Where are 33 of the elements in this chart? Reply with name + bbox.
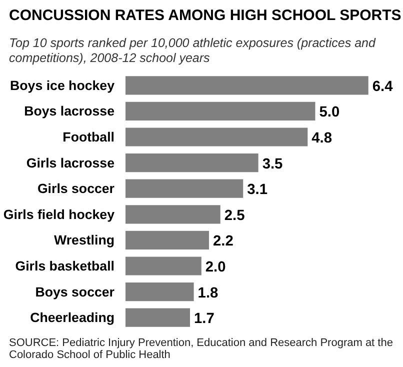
y-tick-label: Girls field hockey — [3, 207, 116, 222]
data-label: 2.2 — [212, 234, 234, 250]
y-tick-label: Girls soccer — [37, 181, 115, 196]
bar — [126, 282, 194, 302]
bar — [126, 205, 220, 224]
data-label: 4.8 — [312, 130, 332, 147]
data-label: 2.5 — [224, 208, 245, 224]
bar — [126, 308, 190, 328]
y-tick-label: Cheerleading — [30, 310, 115, 326]
data-label: 1.8 — [198, 285, 218, 302]
bar — [126, 76, 368, 95]
bar — [126, 128, 308, 146]
data-label: 5.0 — [319, 104, 340, 121]
y-tick-label: Wrestling — [54, 232, 115, 248]
data-label: 6.4 — [372, 79, 394, 96]
source-note: SOURCE: Pediatric Injury Prevention, Education and Research Program at the Colorado School of Public Health — [9, 337, 394, 362]
y-tick-label: Girls basketball — [15, 258, 114, 274]
bar — [126, 256, 202, 276]
y-tick-label: Boys ice hockey — [10, 78, 116, 94]
data-label: 2.0 — [205, 260, 226, 276]
y-tick-label: Boys lacrosse — [24, 104, 115, 119]
chart-title: CONCUSSION RATES AMONG HIGH SCHOOL SPORTS — [9, 6, 402, 26]
data-label: 1.7 — [194, 311, 214, 328]
y-tick-label: Girls lacrosse — [26, 155, 115, 170]
data-label: 3.5 — [262, 156, 283, 172]
bar — [126, 231, 209, 250]
data-label: 3.1 — [247, 182, 268, 198]
bar — [126, 102, 316, 121]
chart-subtitle: Top 10 sports ranked per 10,000 athletic exposures (practices and competitions), 2008-12 school years — [9, 36, 377, 66]
y-tick-label: Football — [62, 130, 115, 145]
bar — [126, 154, 258, 172]
y-tick-label: Boys soccer — [35, 284, 115, 300]
bar — [126, 179, 244, 198]
